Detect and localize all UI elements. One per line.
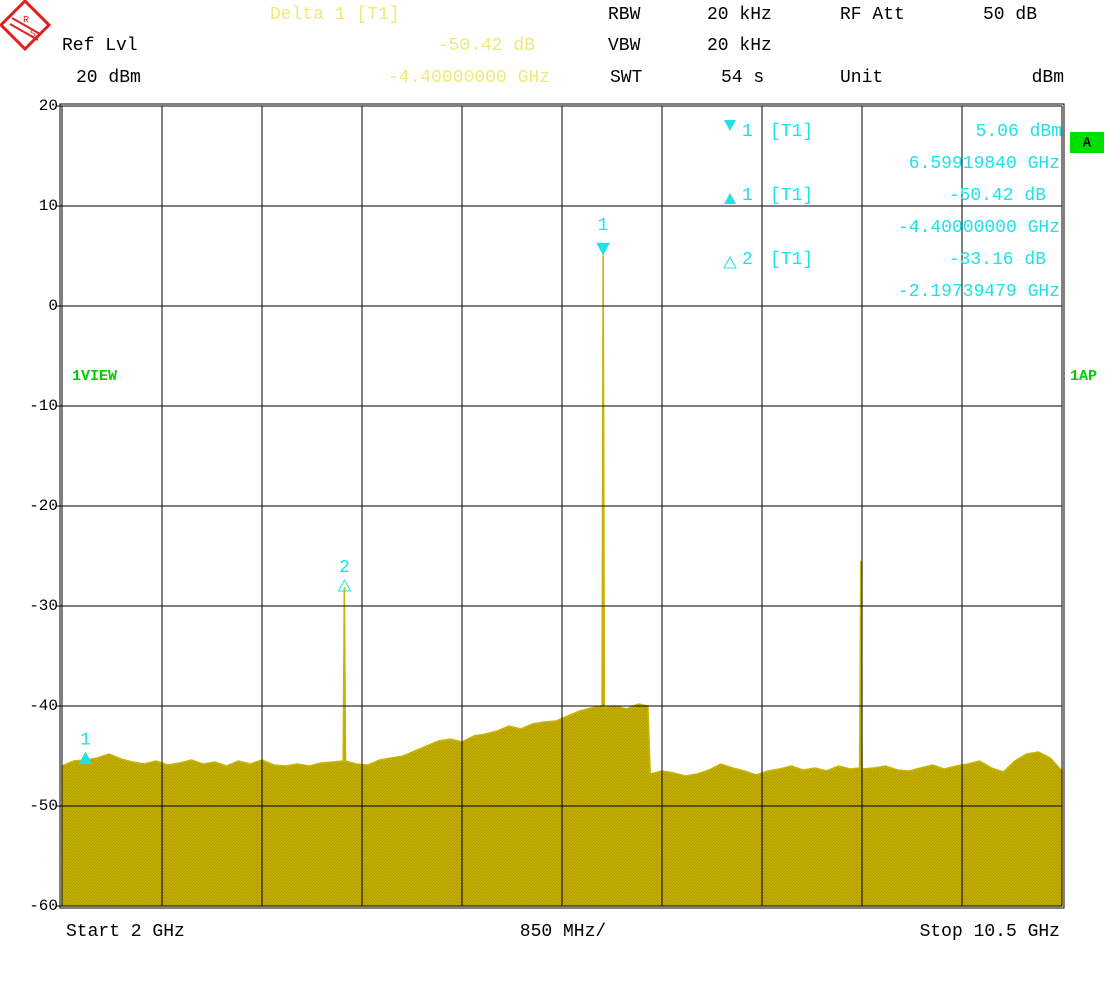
marker-table: 1 [T1] 5.06 dBm 6.59919840 GHz 1 [T1] -5… [723,120,1062,302]
reflvl-value: 20 dBm [76,68,141,88]
y-tick-label: -50 [29,797,58,815]
plot: 20 10 0 -10 -20 -30 -40 -50 -60 1 1 2 [29,97,1065,915]
unit-value: dBm [1032,68,1064,88]
svg-text:S: S [30,30,36,41]
delta-freq: -4.40000000 GHz [388,68,550,88]
rbw-value: 20 kHz [707,5,772,25]
marker-trace: [T1] [770,122,813,142]
start-label: Start 2 GHz [66,922,185,942]
marker-freq: -4.40000000 GHz [898,218,1060,238]
plot-frame [59,103,1065,909]
svg-text:R: R [23,16,29,27]
marker-label: 1 [598,216,609,236]
marker-num: 1 [742,122,753,142]
delta-value: -50.42 dB [438,36,535,56]
trace-badge: A [1083,136,1092,152]
marker-trace: [T1] [770,250,813,270]
delta-title: Delta 1 [T1] [270,5,400,25]
stop-label: Stop 10.5 GHz [920,922,1060,942]
unit-label: Unit [840,68,883,88]
swt-label: SWT [610,68,643,88]
y-tick-label: -30 [29,597,58,615]
y-tick-label: 20 [39,97,58,115]
marker-value: 5.06 dBm [976,122,1062,142]
marker-label: 2 [339,558,350,578]
rbw-label: RBW [608,5,641,25]
detector-label: 1AP [1070,368,1097,385]
marker-value: -33.16 dB [949,250,1046,270]
trace-badge-box [1070,132,1104,153]
marker-freq: 6.59919840 GHz [909,154,1060,174]
view-label: 1VIEW [72,368,117,385]
marker-symbol [724,120,736,131]
y-tick-label: 10 [39,197,58,215]
marker-num: 1 [742,186,753,206]
marker-symbol [724,193,736,204]
marker [337,578,352,592]
y-tick-label: -40 [29,697,58,715]
y-tick-label: -20 [29,497,58,515]
vbw-value: 20 kHz [707,36,772,56]
marker-value: -50.42 dB [949,186,1046,206]
marker-label: 1 [80,730,91,750]
rfatt-label: RF Att [840,5,905,25]
logo: R S [0,0,52,52]
marker [596,242,610,256]
marker-symbol [723,255,737,269]
y-tick-label: 0 [48,297,58,315]
marker-trace: [T1] [770,186,813,206]
span-label: 850 MHz/ [520,922,606,942]
marker-num: 2 [742,250,753,270]
y-tick-label: -60 [29,897,58,915]
rfatt-value: 50 dB [983,5,1037,25]
vbw-label: VBW [608,36,641,56]
marker-freq: -2.19739479 GHz [898,282,1060,302]
swt-value: 54 s [721,68,764,88]
marker [78,751,93,765]
y-tick-label: -10 [29,397,58,415]
reflvl-label: Ref Lvl [62,36,138,56]
